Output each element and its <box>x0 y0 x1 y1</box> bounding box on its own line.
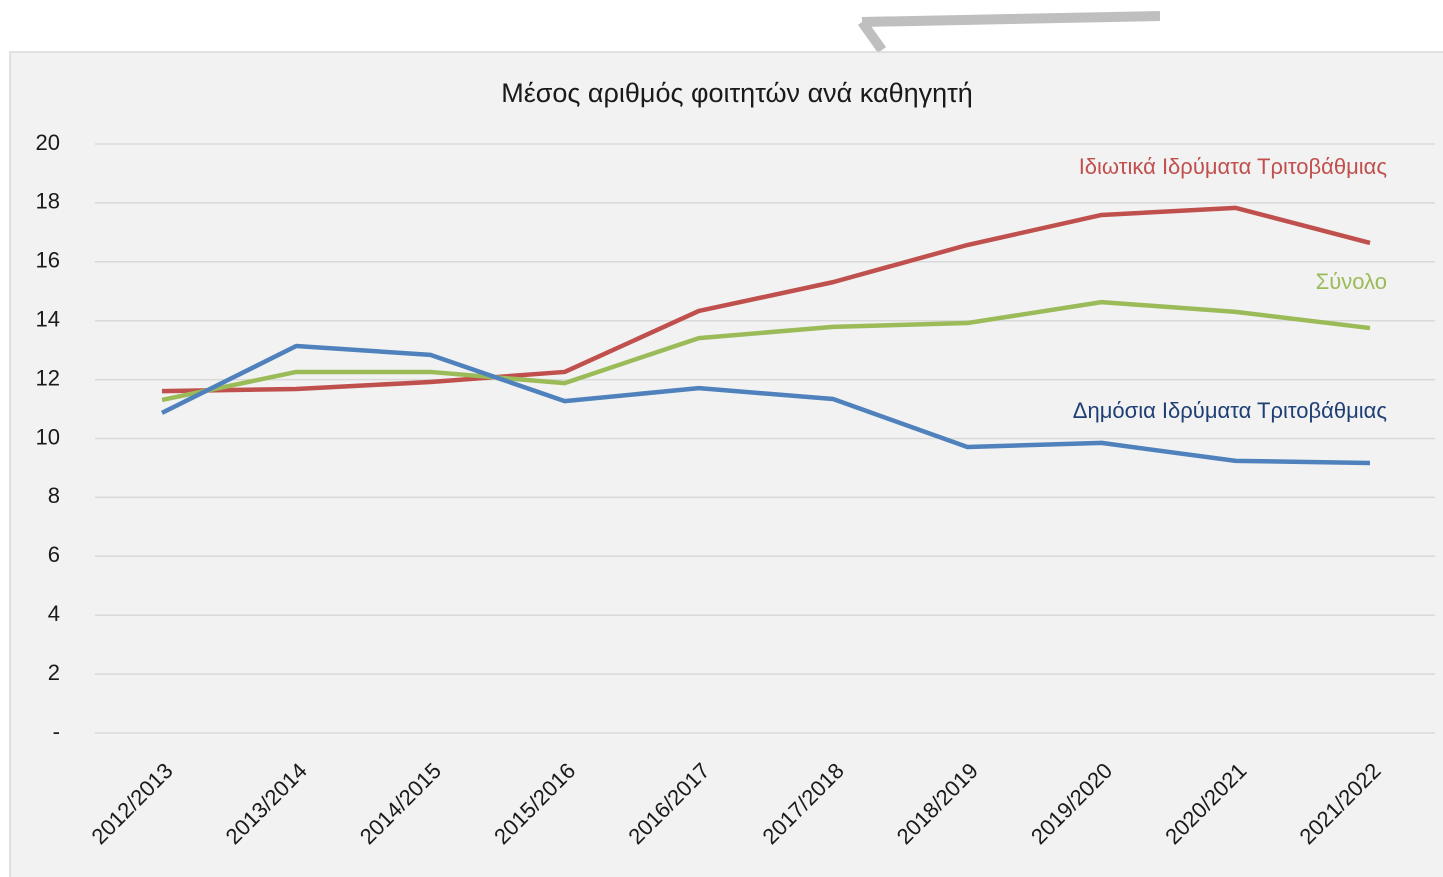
series-label: Ιδιωτικά Ιδρύματα Τριτοβάθμιας <box>1079 154 1387 179</box>
series-label: Δημόσια Ιδρύματα Τριτοβάθμιας <box>1073 398 1387 423</box>
y-tick-label: 4 <box>48 601 60 626</box>
y-tick-label: 14 <box>36 307 60 332</box>
y-tick-label: 16 <box>36 248 60 273</box>
y-tick-label: 12 <box>36 365 60 390</box>
y-tick-label: 2 <box>48 660 60 685</box>
chart-title: Μέσος αριθμός φοιτητών ανά καθηγητή <box>501 78 973 108</box>
y-tick-label: - <box>53 719 60 744</box>
decoration <box>861 11 1161 27</box>
y-tick-label: 6 <box>48 542 60 567</box>
series-label: Σύνολο <box>1316 269 1387 294</box>
y-tick-label: 18 <box>36 189 60 214</box>
series-line <box>161 205 1371 394</box>
series-line <box>161 299 1371 403</box>
y-tick-label: 8 <box>48 483 60 508</box>
series-line <box>160 343 1371 466</box>
y-tick-label: 10 <box>36 424 60 449</box>
y-tick-label: 20 <box>36 130 60 155</box>
chart-area <box>9 51 1443 877</box>
